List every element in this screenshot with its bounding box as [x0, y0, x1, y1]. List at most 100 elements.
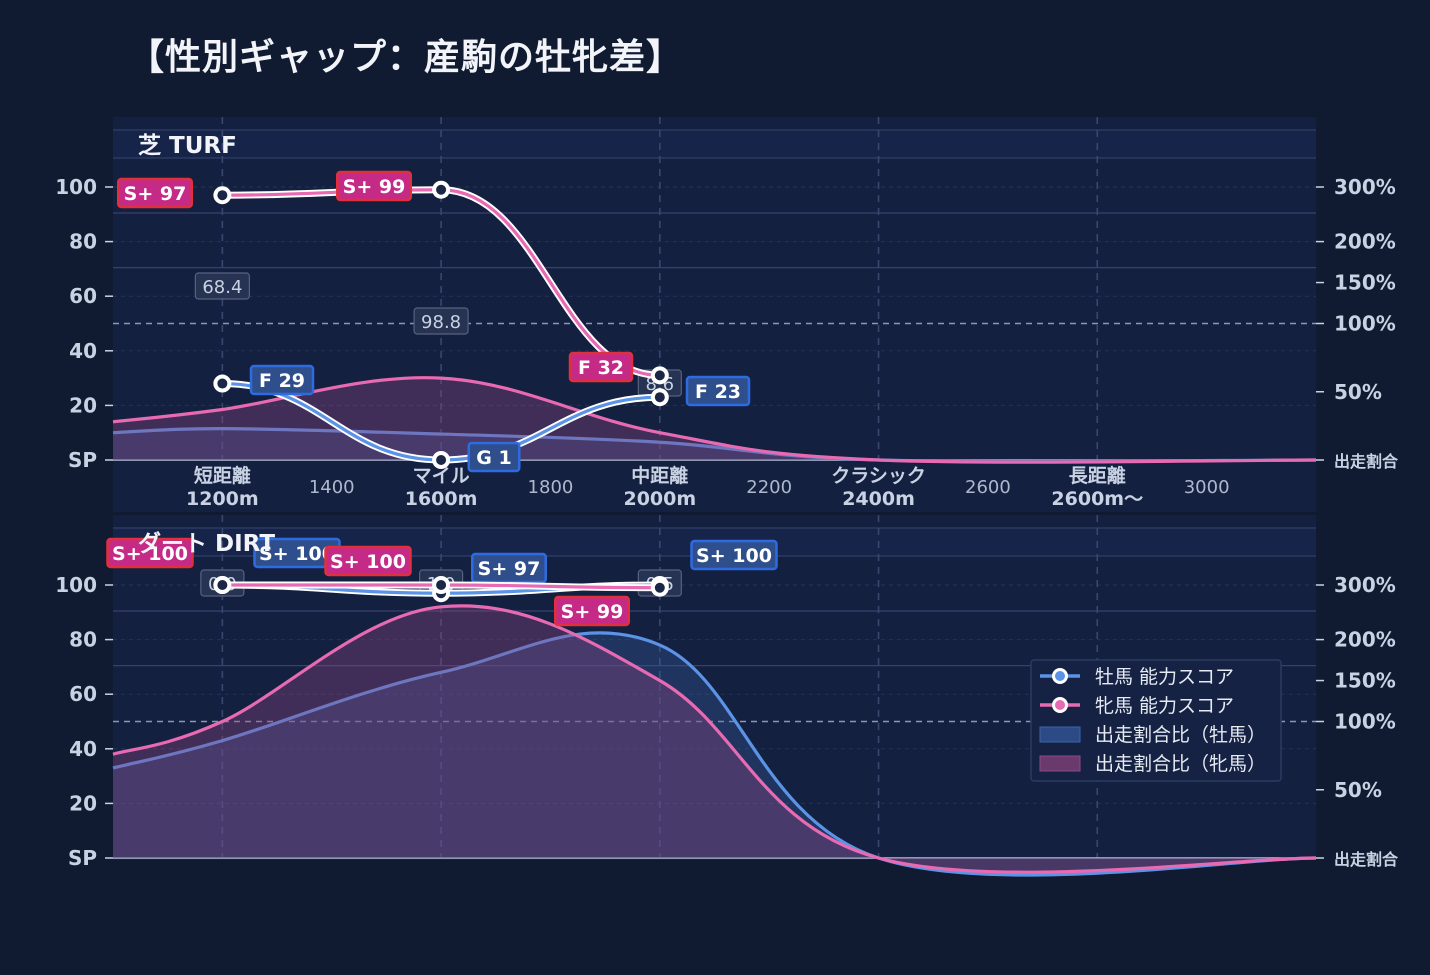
x-category-label: 中距離 — [631, 464, 688, 487]
y-tick-label: 40 — [69, 339, 97, 363]
x-category-distance: 1200m — [186, 488, 259, 510]
female-score-label-box — [106, 537, 194, 569]
x-category-distance: 2600m〜 — [1051, 488, 1143, 510]
male-score-point-core — [217, 378, 228, 389]
female-score-label: S+ 99 — [343, 176, 406, 198]
legend-label: 牝馬 能力スコア — [1095, 695, 1234, 717]
ratio-label: 68.4 — [202, 277, 242, 298]
y-tick-label: 40 — [69, 737, 97, 761]
female-score-point-core — [217, 580, 228, 590]
page-title: 【性別ギャップ：産駒の牡牝差】 — [128, 37, 684, 78]
male-score-point-core — [436, 455, 447, 465]
x-minor-label: 1400 — [309, 477, 355, 498]
legend-swatch-area — [1039, 726, 1081, 743]
female-ratio-area-line — [112, 604, 1317, 874]
y-tick-label: SP — [68, 448, 97, 472]
right-tick-label: 300% — [1334, 573, 1396, 597]
panel-turf: 10080604020SP300%200%150%100%50%出走割合短距離1… — [55, 117, 1399, 512]
legend-swatch-marker-core — [1055, 671, 1065, 681]
x-category-distance: 2400m — [842, 488, 915, 510]
male-ratio-area-line — [112, 631, 1317, 877]
male-score-label: S+ 100 — [696, 545, 772, 567]
legend-label: 牡馬 能力スコア — [1095, 666, 1234, 688]
female-ratio-area — [113, 605, 1316, 873]
legend-swatch-area — [1039, 755, 1081, 772]
female-score-point-core — [654, 582, 665, 593]
ratio-label: 98.8 — [421, 312, 461, 333]
female-score-label-box — [568, 351, 634, 383]
male-score-label: F 23 — [695, 381, 741, 403]
y-tick-label: 60 — [69, 682, 97, 706]
right-tick-label: 100% — [1334, 710, 1396, 734]
x-category-distance: 2000m — [623, 488, 696, 510]
right-tick-label: 50% — [1334, 380, 1382, 404]
x-category-label: クラシック — [831, 465, 926, 487]
x-minor-label: 1800 — [528, 477, 574, 498]
legend-swatch-marker-core — [1055, 700, 1065, 710]
panel-dirt: 10080604020SP300%200%150%100%50%出走割合0.01… — [55, 515, 1399, 877]
y-tick-label: 80 — [69, 230, 97, 254]
male-score-label: G 1 — [476, 447, 511, 469]
female-score-label: S+ 100 — [112, 543, 188, 565]
y-tick-label: 80 — [69, 628, 97, 652]
panel-title: ダート DIRT — [138, 530, 275, 557]
female-score-point-core — [436, 184, 447, 195]
x-minor-label: 2600 — [965, 477, 1011, 498]
x-category-distance: 1600m — [405, 488, 478, 510]
female-score-label-box — [324, 545, 412, 577]
x-minor-label: 2200 — [746, 477, 792, 498]
x-category-label: 短距離 — [194, 464, 251, 487]
female-score-label-box — [554, 595, 630, 627]
right-tick-label: 150% — [1334, 271, 1396, 295]
male-score-label-box — [249, 364, 315, 396]
male-score-label-box — [471, 552, 547, 584]
y-tick-label: 20 — [69, 393, 97, 417]
female-score-label: S+ 97 — [124, 183, 187, 205]
male-score-label: F 29 — [259, 370, 305, 392]
male-ratio-area — [113, 428, 1316, 462]
right-tick-label: 50% — [1334, 778, 1382, 802]
y-tick-label: 20 — [69, 791, 97, 815]
male-score-label: S+ 97 — [478, 558, 541, 580]
female-score-point-core — [654, 370, 665, 381]
right-tick-label: 200% — [1334, 628, 1396, 652]
female-ratio-area-line — [112, 376, 1317, 464]
male-score-label-box — [690, 539, 778, 571]
x-category-label: マイル — [413, 465, 470, 487]
female-score-label: S+ 99 — [561, 601, 624, 623]
right-tick-label: 出走割合 — [1334, 850, 1399, 869]
male-ratio-area — [113, 632, 1316, 876]
right-tick-label: 300% — [1334, 175, 1396, 199]
female-score-label: S+ 100 — [330, 551, 406, 573]
right-tick-label: 150% — [1334, 669, 1396, 693]
female-score-label: F 32 — [578, 357, 624, 379]
right-tick-label: 出走割合 — [1334, 452, 1399, 471]
male-score-label-box — [685, 375, 751, 407]
legend-label: 出走割合比（牡馬） — [1095, 724, 1266, 746]
y-tick-label: 100 — [55, 175, 97, 199]
right-tick-label: 100% — [1334, 312, 1396, 336]
male-score-label: S+ 100 — [259, 543, 335, 565]
female-score-label-box — [117, 177, 193, 209]
female-score-point-core — [436, 580, 447, 590]
ratio-label-box — [194, 272, 250, 300]
male-score-label-box — [467, 441, 521, 473]
x-category-label: 長距離 — [1069, 464, 1126, 487]
y-tick-label: 60 — [69, 284, 97, 308]
legend-label: 出走割合比（牝馬） — [1095, 753, 1266, 775]
female-score-point-core — [217, 190, 228, 201]
panel-title: 芝 TURF — [138, 133, 237, 159]
female-ratio-area — [113, 377, 1316, 463]
female-score-line — [222, 188, 660, 377]
ratio-label-box — [413, 307, 469, 335]
female-score-label-box — [336, 170, 412, 202]
panel-header-band — [113, 130, 1316, 158]
right-tick-label: 200% — [1334, 230, 1396, 254]
legend-box — [1030, 659, 1282, 782]
y-tick-label: SP — [68, 846, 97, 870]
x-minor-label: 3000 — [1184, 477, 1230, 498]
male-score-point-core — [654, 392, 665, 403]
y-tick-label: 100 — [55, 573, 97, 597]
